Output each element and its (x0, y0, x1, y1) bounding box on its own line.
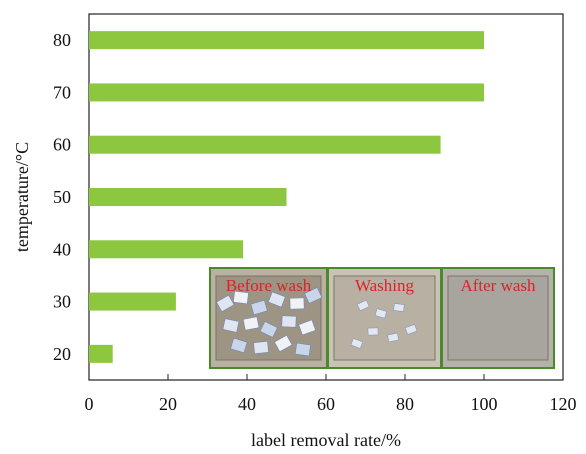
bar-50 (89, 188, 287, 206)
bar-40 (89, 240, 244, 259)
bar-70 (89, 83, 484, 102)
y-tick-label: 40 (53, 239, 71, 259)
bar-80 (89, 31, 484, 50)
y-tick-label: 80 (53, 30, 71, 50)
label-piece (294, 342, 311, 357)
bar-20 (89, 344, 113, 363)
label-piece (387, 332, 399, 343)
x-tick-label: 20 (159, 394, 177, 414)
x-tick-label: 60 (317, 394, 335, 414)
inset-photos: Before wash Washing After wash (209, 267, 555, 369)
label-piece (281, 315, 297, 328)
label-piece (298, 319, 317, 336)
inset-panel: Washing (327, 267, 442, 369)
x-tick-label: 100 (471, 394, 498, 414)
tray (447, 275, 549, 361)
label-piece (404, 324, 418, 335)
x-tick-label: 120 (550, 394, 577, 414)
label-piece (304, 287, 323, 304)
y-tick-label: 30 (53, 292, 71, 312)
label-piece (250, 299, 268, 316)
label-piece (242, 316, 260, 331)
label-piece (216, 294, 235, 313)
label-piece (222, 318, 240, 333)
label-piece (356, 299, 370, 312)
y-tick-label: 50 (53, 187, 71, 207)
label-piece (393, 303, 405, 312)
label-piece (253, 340, 269, 355)
inset-label: After wash (460, 276, 536, 295)
x-axis-label: label removal rate/% (251, 430, 401, 450)
bars (89, 31, 484, 363)
y-tick-label: 70 (53, 82, 71, 102)
x-tick-label: 0 (85, 394, 94, 414)
bar-30 (89, 292, 176, 311)
x-tick-label: 80 (396, 394, 414, 414)
bar-60 (89, 135, 441, 154)
label-piece (267, 291, 286, 308)
label-piece (289, 297, 305, 310)
y-tick-label: 20 (53, 344, 71, 364)
label-piece (350, 338, 364, 349)
inset-label: Washing (355, 276, 415, 295)
inset-label: Before wash (226, 276, 312, 295)
label-piece (274, 334, 293, 353)
y-axis-label: temperature/°C (12, 142, 32, 252)
x-axis-ticks: 0 20 40 60 80 100 120 (85, 374, 577, 414)
inset-panel: Before wash (209, 267, 328, 369)
label-piece (232, 290, 249, 305)
label-piece (374, 308, 387, 319)
inset-panel: After wash (441, 267, 555, 369)
y-tick-label: 60 (53, 135, 71, 155)
x-tick-label: 40 (238, 394, 256, 414)
label-piece (367, 327, 379, 336)
label-piece (259, 321, 278, 338)
label-piece (230, 337, 248, 354)
